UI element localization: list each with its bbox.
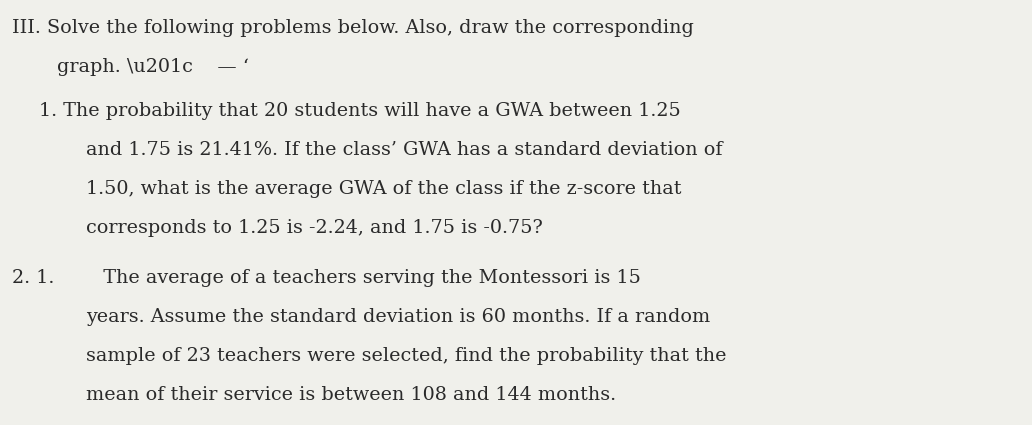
Text: and 1.75 is 21.41%. If the class’ GWA has a standard deviation of: and 1.75 is 21.41%. If the class’ GWA ha… bbox=[86, 141, 722, 159]
Text: corresponds to 1.25 is -2.24, and 1.75 is -0.75?: corresponds to 1.25 is -2.24, and 1.75 i… bbox=[86, 219, 543, 237]
Text: III. Solve the following problems below. Also, draw the corresponding: III. Solve the following problems below.… bbox=[12, 19, 695, 37]
Text: sample of 23 teachers were selected, find the probability that the: sample of 23 teachers were selected, fin… bbox=[86, 347, 727, 365]
Text: years. Assume the standard deviation is 60 months. If a random: years. Assume the standard deviation is … bbox=[86, 308, 710, 326]
Text: 2. 1.        The average of a teachers serving the Montessori is 15: 2. 1. The average of a teachers serving … bbox=[12, 269, 641, 286]
Text: 1.50, what is the average GWA of the class if the z-score that: 1.50, what is the average GWA of the cla… bbox=[86, 180, 681, 198]
Text: mean of their service is between 108 and 144 months.: mean of their service is between 108 and… bbox=[86, 386, 616, 404]
Text: 1. The probability that 20 students will have a GWA between 1.25: 1. The probability that 20 students will… bbox=[39, 102, 681, 120]
Text: graph. \u201c    — ‘: graph. \u201c — ‘ bbox=[57, 58, 249, 76]
